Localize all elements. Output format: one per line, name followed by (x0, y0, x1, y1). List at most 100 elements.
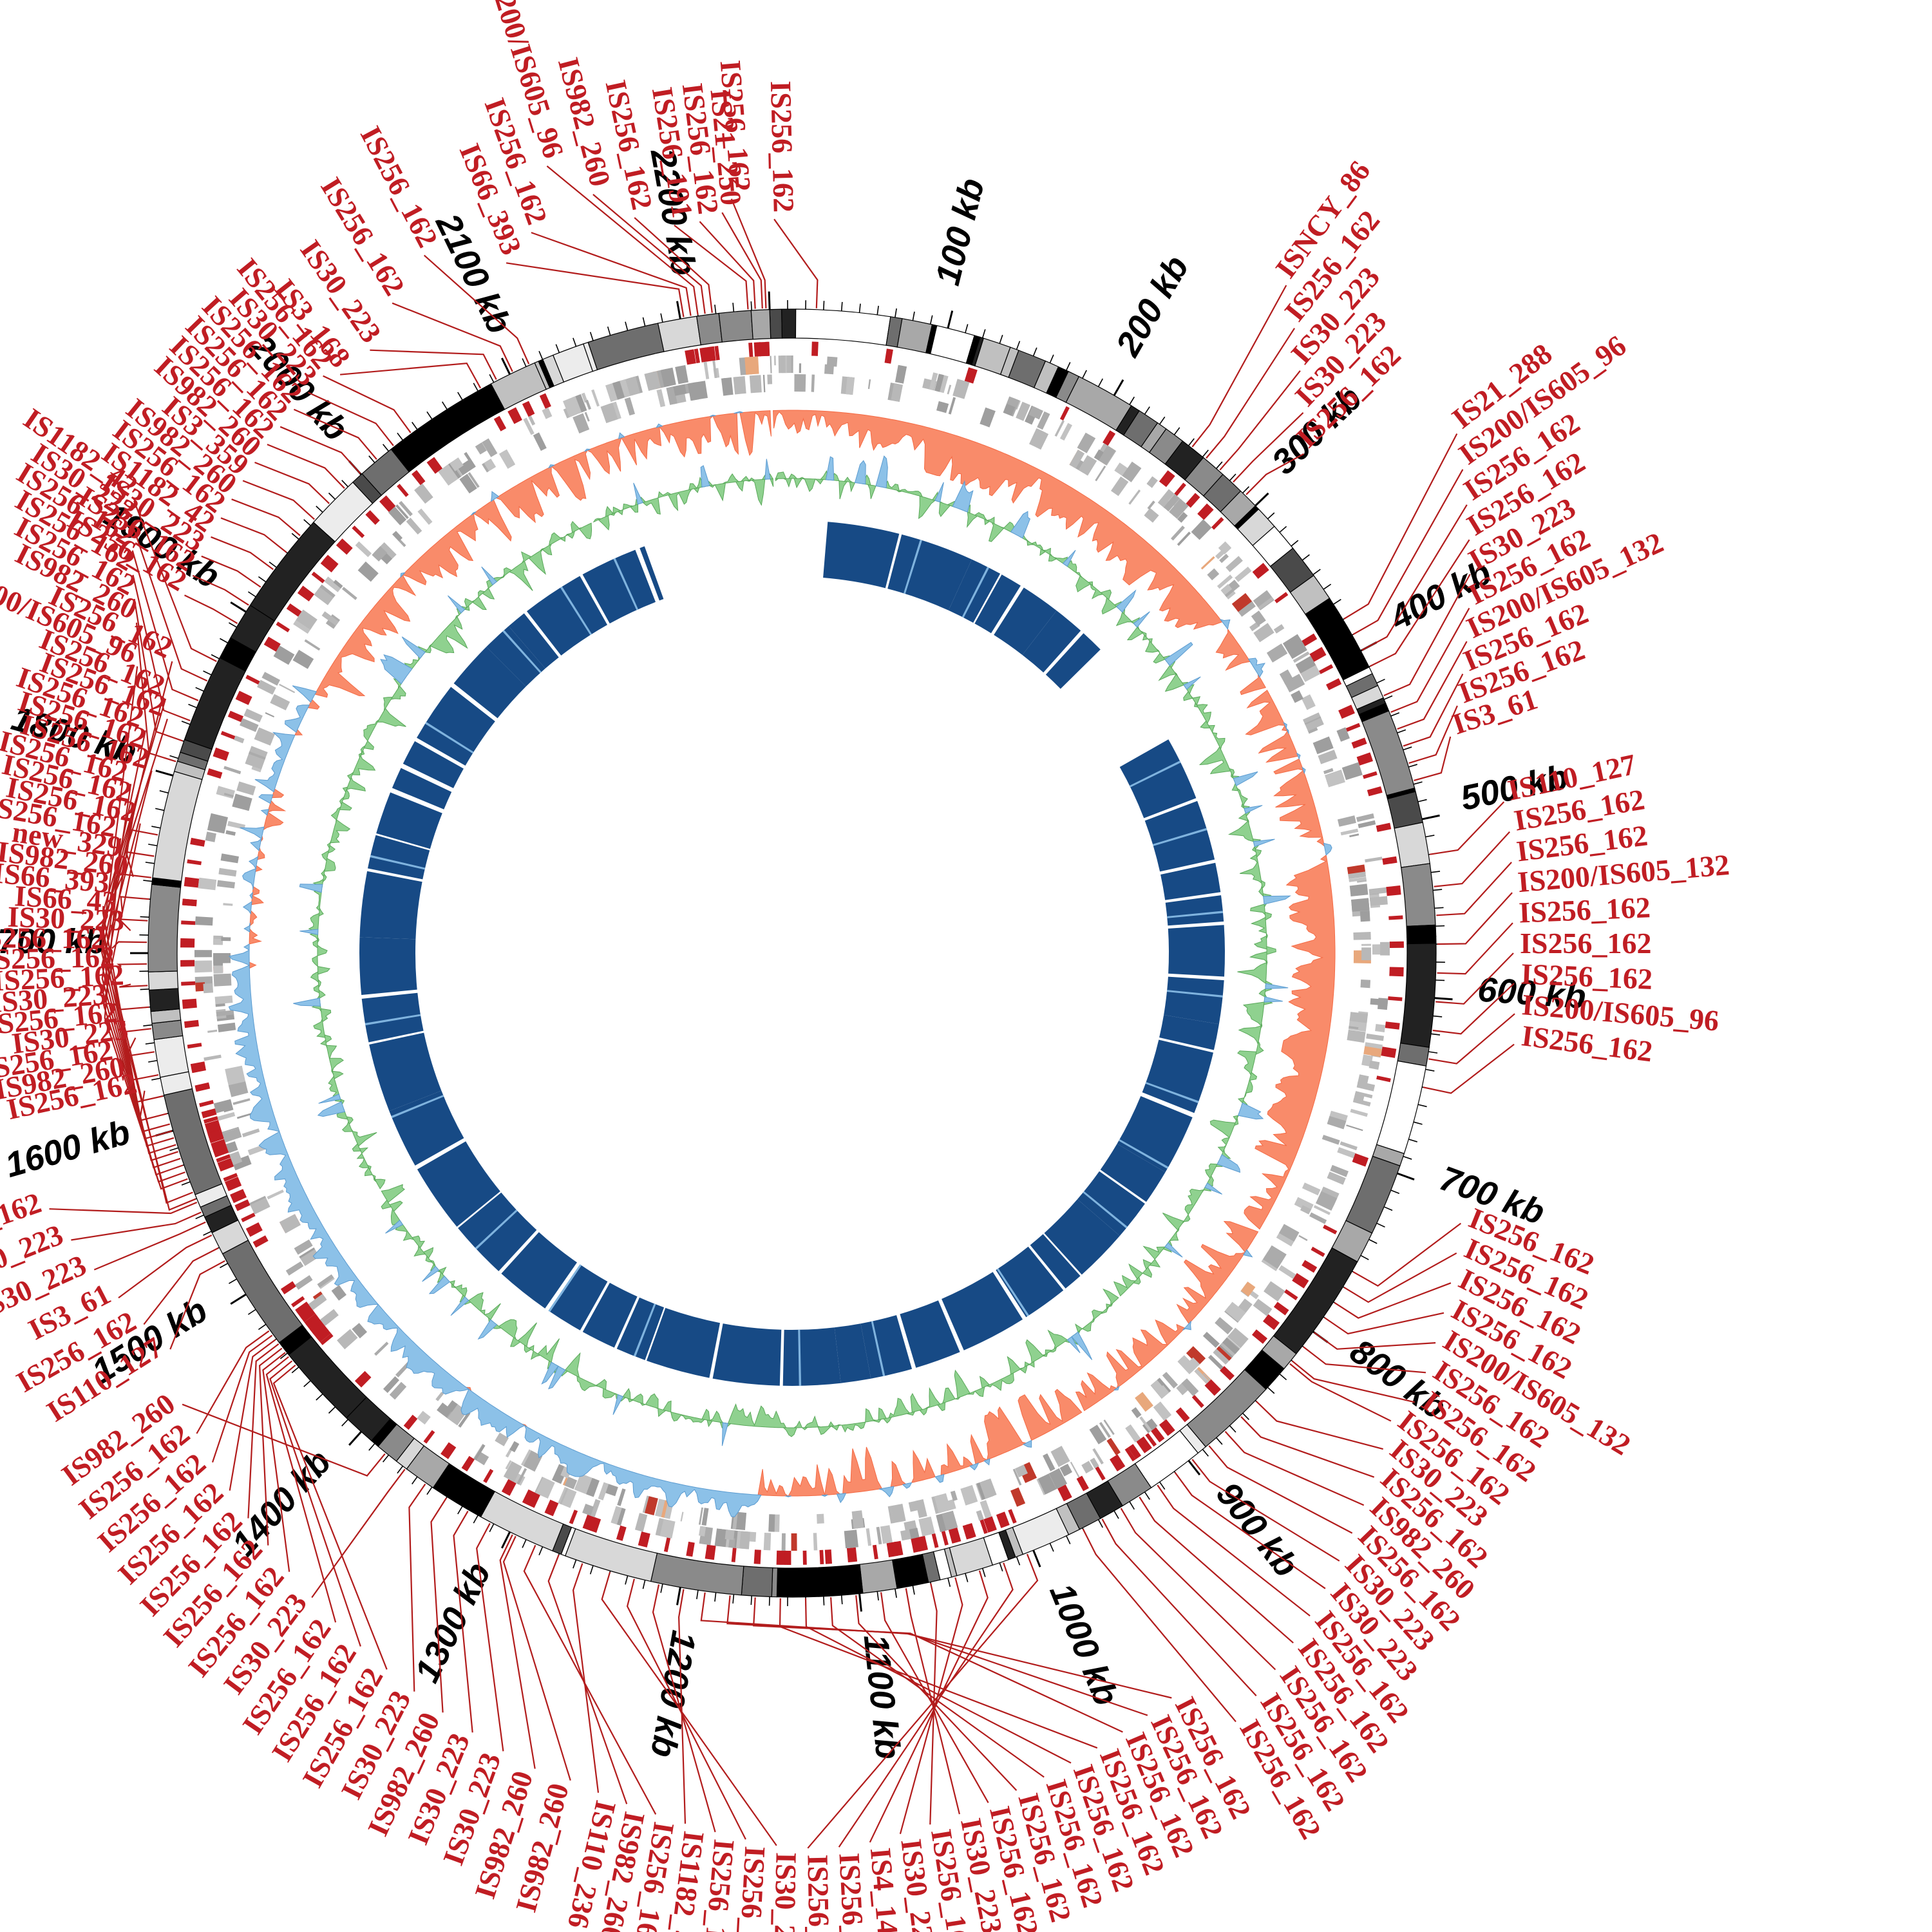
gene-bar (383, 1376, 399, 1393)
gene-bar (1266, 1284, 1283, 1298)
gc-content-high (817, 1425, 832, 1435)
coverage-light-slit (1145, 1082, 1199, 1103)
minor-tick (538, 1546, 544, 1556)
contig-segment (650, 1552, 744, 1596)
annotation-leader-line (699, 221, 756, 309)
gc-content-high (967, 1390, 976, 1395)
annotation-leader-line (1082, 1528, 1236, 1723)
annotation-leader-line (547, 1554, 628, 1804)
gene-bar (844, 1530, 858, 1549)
is-position-mark (426, 457, 443, 474)
is-position-mark (663, 1537, 671, 1553)
gene-bar (438, 464, 459, 486)
minor-tick (247, 1309, 256, 1315)
is-position-mark (300, 1308, 316, 1323)
gene-bar (582, 1504, 594, 1516)
is-position-mark (223, 1173, 238, 1182)
annotation-leader-line (626, 1578, 746, 1840)
gc-content-high (706, 1419, 713, 1428)
gene-bar (195, 916, 213, 926)
is-position-mark (190, 1061, 206, 1074)
gc-skew-positive (242, 901, 252, 915)
gc-content-low (1250, 916, 1267, 934)
gc-content-low (888, 1397, 911, 1419)
is-position-mark (1145, 1433, 1157, 1447)
annotation-leader-line (196, 1330, 270, 1434)
is-position-mark (1363, 771, 1378, 779)
gene-bar (1251, 611, 1266, 626)
gene-bar (271, 694, 290, 708)
minor-tick (316, 1393, 323, 1401)
gc-content-low (1047, 1329, 1068, 1350)
gc-content-high (841, 1421, 866, 1433)
minor-tick (1216, 1437, 1223, 1445)
minor-tick (965, 324, 969, 334)
minor-tick (1368, 1238, 1378, 1244)
annotation-leader-line (1437, 892, 1513, 945)
coverage-block (359, 871, 422, 940)
minor-tick (1173, 427, 1180, 435)
gene-bar (616, 1508, 626, 1526)
gc-content-low (1075, 1323, 1083, 1333)
minor-tick (1417, 1104, 1427, 1108)
is-position-mark (1136, 1436, 1152, 1454)
is-position-mark (187, 1043, 202, 1049)
gene-bar (388, 506, 407, 526)
is-position-mark (1059, 406, 1070, 421)
gc-content-high (313, 1018, 326, 1038)
kb-axis-label: 600 kb (1477, 970, 1587, 1016)
coverage-light-slit (365, 1014, 421, 1026)
is-position-mark (824, 1549, 832, 1564)
annotation-leader-line (132, 574, 191, 722)
gene-bar (1167, 497, 1180, 511)
gc-content-high (413, 1245, 426, 1257)
is-position-mark (996, 1511, 1010, 1528)
gene-bar (1293, 651, 1310, 663)
gene-bar (1327, 1115, 1347, 1130)
contig-segment (288, 1336, 367, 1419)
is-position-mark (201, 1108, 217, 1119)
gc-content-high (321, 868, 326, 878)
minor-tick (1202, 450, 1209, 457)
gene-bar (627, 376, 640, 395)
is-position-mark (403, 1414, 418, 1430)
annotation-leader-line (880, 1592, 989, 1803)
gene-bar (656, 389, 666, 408)
gc-skew-negative (658, 415, 714, 458)
is-position-mark (181, 920, 196, 925)
gene-bar (617, 1488, 626, 1506)
gc-skew-positive (260, 809, 269, 816)
gc-skew-positive (734, 411, 743, 414)
minor-tick (1279, 1373, 1287, 1381)
gene-bar (1360, 980, 1370, 989)
is-position-mark (616, 1525, 627, 1541)
is-position-mark (220, 731, 236, 740)
is-position-mark (965, 1523, 976, 1539)
annotation-leader-line (1157, 1484, 1311, 1616)
minor-tick (607, 327, 611, 336)
gene-bar (1302, 1182, 1321, 1196)
is-position-mark (1103, 430, 1116, 446)
gene-bar (1349, 1012, 1368, 1023)
gene-bar (887, 1506, 895, 1524)
gene-bar (733, 376, 746, 395)
gene-track (194, 355, 1390, 1551)
contig-segment (769, 308, 783, 339)
gene-bar (450, 457, 464, 471)
is-position-mark (1220, 1366, 1235, 1381)
gene-bar (1363, 1046, 1382, 1057)
annotation-leader-line (117, 918, 148, 931)
gene-bar (213, 938, 223, 945)
minor-tick (555, 344, 560, 353)
gene-bar (205, 831, 216, 842)
gene-bar (1282, 634, 1303, 652)
is-position-marks-track (180, 341, 1404, 1565)
gene-bar (918, 1516, 935, 1537)
is-element-label: IS30_223 (768, 1852, 802, 1932)
gene-bar (895, 365, 907, 384)
gene-bar (225, 830, 236, 836)
gene-bar (1349, 876, 1367, 882)
gene-bar (611, 1506, 622, 1525)
annotation-leader-line (1289, 1363, 1392, 1422)
gc-content-low (865, 1408, 876, 1423)
